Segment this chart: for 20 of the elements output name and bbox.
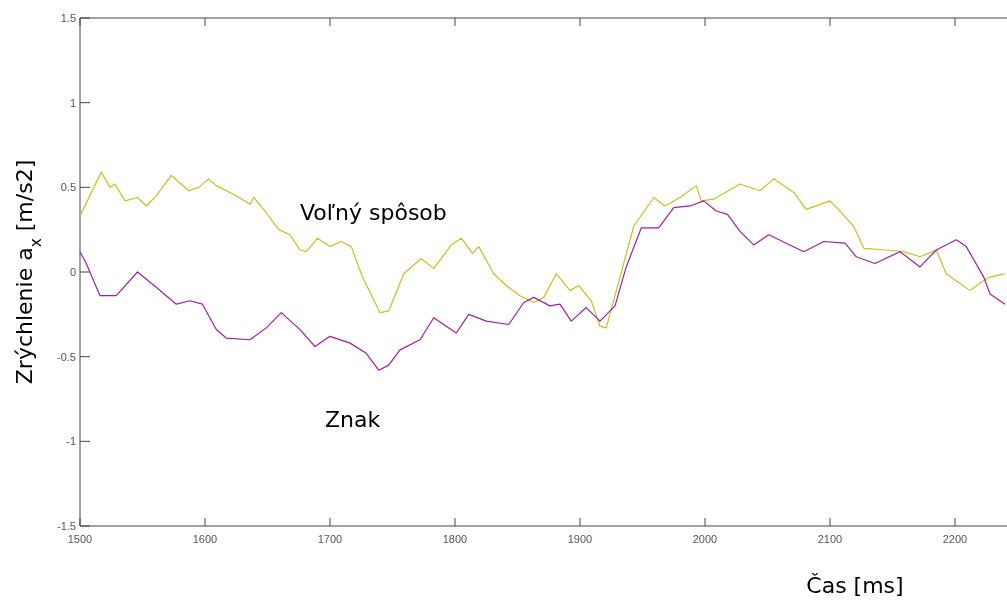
line-series <box>79 171 1006 329</box>
series-label: Voľný spôsob <box>300 200 447 225</box>
y-tick-label: 0 <box>69 266 76 278</box>
x-tick-label: 2200 <box>942 533 968 545</box>
x-tick-label: 2000 <box>692 533 718 545</box>
y-tick-label: 1 <box>69 96 76 109</box>
y-tick-label: 0.5 <box>60 181 76 194</box>
x-tick-label: 2100 <box>817 533 843 545</box>
series-label: Znak <box>325 407 381 432</box>
x-axis-title: Čas [ms] <box>806 573 904 598</box>
x-tick-label: 1500 <box>67 533 93 545</box>
y-tick-label: -1.5 <box>57 520 76 532</box>
y-tick-label: 1.5 <box>60 12 76 24</box>
x-tick-label: 1600 <box>192 533 218 545</box>
line-series <box>79 200 1006 371</box>
y-tick-label: -0.5 <box>57 350 76 363</box>
x-tick-label: 1800 <box>442 533 468 545</box>
y-tick-label: -1 <box>66 435 76 448</box>
x-tick-label: 1900 <box>567 533 593 545</box>
x-tick-label: 1700 <box>317 533 343 545</box>
